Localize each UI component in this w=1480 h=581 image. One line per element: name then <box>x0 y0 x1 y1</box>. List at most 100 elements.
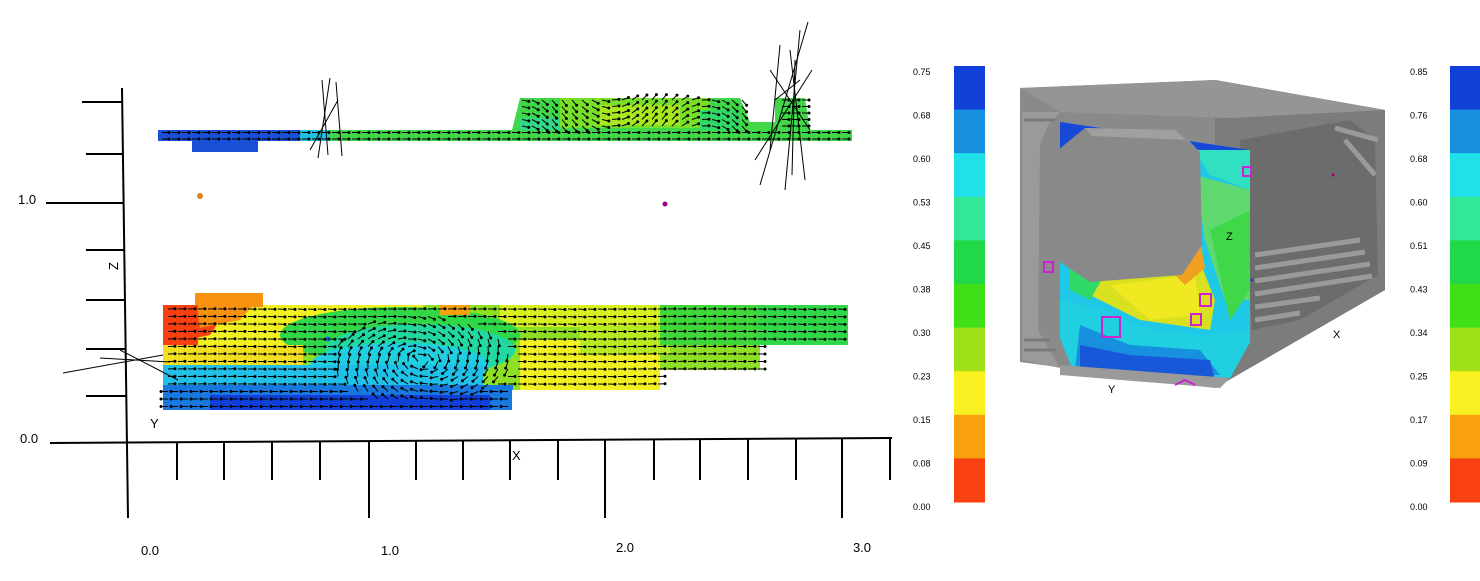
vector-head <box>319 397 323 401</box>
vector-head <box>553 330 557 334</box>
vector-head <box>733 359 737 363</box>
vector-head <box>593 307 597 311</box>
vector-head <box>527 106 531 110</box>
vector-head <box>813 323 817 326</box>
vector-head <box>483 307 487 311</box>
vector-head <box>663 329 667 333</box>
vector-head <box>273 345 277 349</box>
vector-head <box>636 113 640 117</box>
vector-head <box>553 382 557 386</box>
vector-head <box>249 390 253 393</box>
vector-head <box>813 308 817 311</box>
vector-head <box>413 330 417 334</box>
vector-head <box>575 103 579 107</box>
vector-head <box>377 137 381 141</box>
vector-head <box>269 390 273 393</box>
vector-head <box>427 137 431 141</box>
vector-head <box>333 360 337 364</box>
vector-head <box>289 397 293 401</box>
vector-head <box>573 315 577 319</box>
vector-head <box>523 352 527 356</box>
vector-head <box>273 330 277 334</box>
vector-head <box>381 385 385 389</box>
vector-head <box>263 375 267 379</box>
vector-head <box>545 129 549 132</box>
vector-head <box>173 344 177 348</box>
vector-head <box>787 111 791 115</box>
vector-head <box>372 376 376 380</box>
vector-head <box>543 307 547 311</box>
vector-head <box>683 359 687 363</box>
vector-head <box>757 131 761 134</box>
vector-head <box>377 131 381 134</box>
x-tick-label: 3.0 <box>853 540 871 555</box>
vector-head <box>253 315 257 319</box>
vector-head <box>577 137 581 141</box>
vector-head <box>459 397 463 401</box>
vector-head <box>683 329 687 333</box>
inner-block-edge <box>1085 128 1200 152</box>
vector-head <box>279 390 283 393</box>
vector-head <box>313 308 317 311</box>
vector-head <box>464 366 467 370</box>
vector-head <box>753 307 757 311</box>
vector-head <box>259 397 263 401</box>
vector-head <box>219 390 223 393</box>
vector-head <box>419 388 423 392</box>
vector-head <box>683 322 687 326</box>
vector-head <box>375 360 379 364</box>
vector-head <box>169 390 173 393</box>
vector-head <box>617 104 621 108</box>
vector-head <box>339 405 343 408</box>
vector-head <box>607 126 611 129</box>
vector-head <box>173 382 177 386</box>
y-axis-label: Y <box>150 416 159 431</box>
vector-head <box>323 337 327 341</box>
vector-head <box>383 368 387 372</box>
vector-head <box>543 345 547 349</box>
vector-head <box>339 390 343 393</box>
colorbar-label: 0.15 <box>913 415 931 425</box>
vector-head <box>803 330 807 334</box>
vector-head <box>703 307 707 311</box>
vector-head <box>567 131 571 134</box>
vector-head <box>686 94 690 98</box>
vector-head <box>583 337 587 341</box>
vector-head <box>393 307 397 311</box>
vector-head <box>299 397 303 401</box>
vector-head <box>410 364 414 368</box>
vector-head <box>219 405 223 408</box>
colorbar-label: 0.53 <box>913 198 931 208</box>
vector-head <box>593 315 597 319</box>
vector-head <box>223 359 227 363</box>
vector-head <box>707 137 711 141</box>
vector-head <box>253 352 257 356</box>
vector-head <box>527 99 531 103</box>
colorbar-label: 0.75 <box>913 67 931 77</box>
vector-head <box>543 322 547 326</box>
vector-head <box>259 390 263 393</box>
vector-head <box>617 117 621 121</box>
vector-head <box>459 392 463 396</box>
colorbar-label: 0.68 <box>1410 154 1428 164</box>
vector-head <box>487 137 491 141</box>
vector-head <box>469 397 473 401</box>
vector-head <box>369 405 373 408</box>
vector-head <box>283 337 287 341</box>
vector-head <box>654 112 658 116</box>
vector-head <box>382 334 386 338</box>
vector-head <box>499 390 503 393</box>
vector-head <box>493 315 497 318</box>
vector-head <box>753 352 757 356</box>
vector-head <box>533 322 537 326</box>
vector-head <box>707 131 711 134</box>
vector-head <box>573 323 577 326</box>
vector-head <box>381 340 385 344</box>
vector-head <box>173 352 177 356</box>
vector-head <box>489 390 493 393</box>
vector-head <box>495 359 499 363</box>
vector-head <box>333 323 337 326</box>
vector-head <box>313 323 317 326</box>
vector-head <box>675 106 679 110</box>
vector-head <box>243 352 247 356</box>
